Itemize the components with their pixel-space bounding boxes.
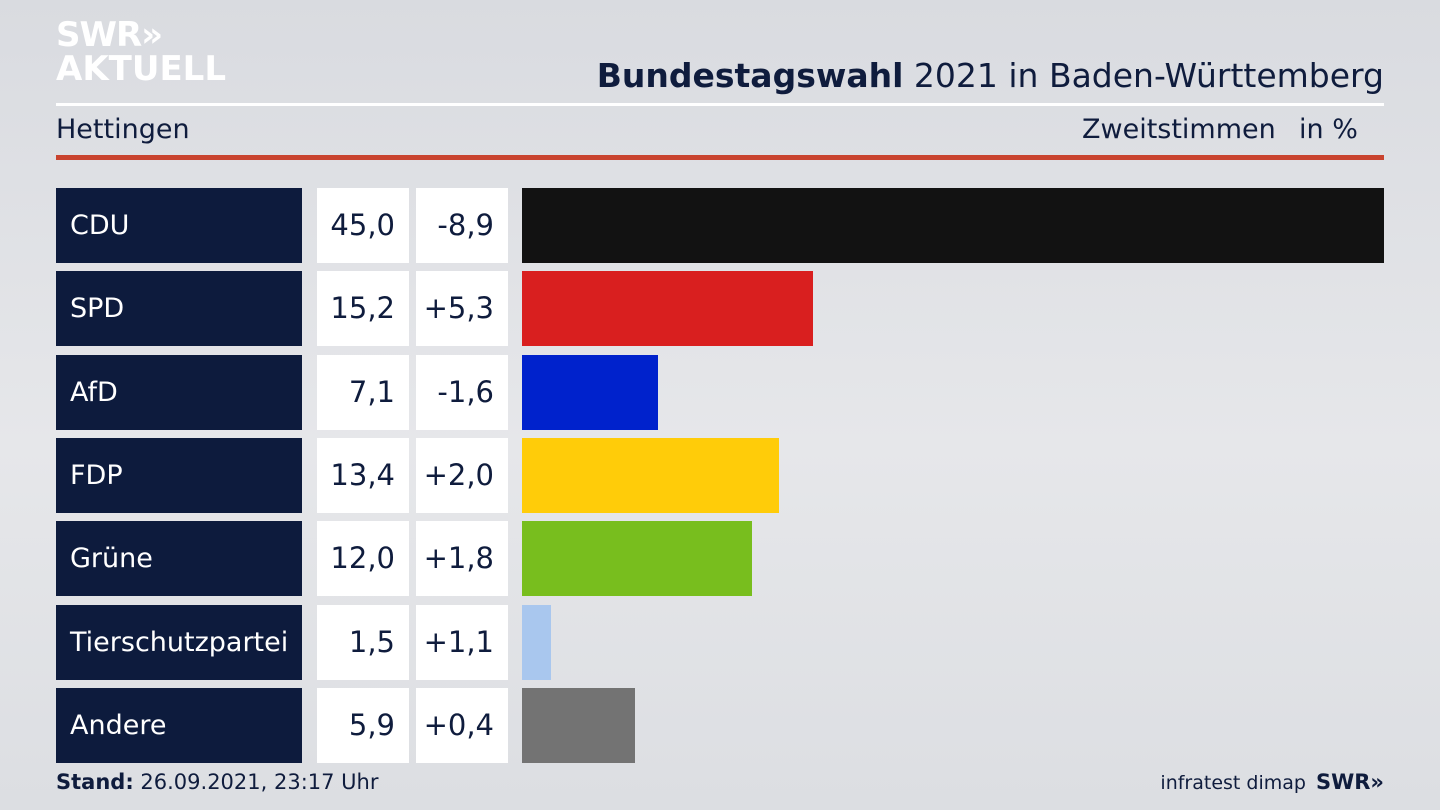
change-label: +2,0 — [416, 437, 508, 513]
title-bold: Bundestagswahl — [596, 56, 904, 95]
change-label: +5,3 — [416, 271, 508, 347]
chart-row: SPD 15,2 +5,3 — [56, 271, 1384, 347]
swr-aktuell-logo: SWR» AKTUELL — [56, 18, 226, 86]
party-label: CDU — [56, 188, 302, 263]
timestamp: Stand: 26.09.2021, 23:17 Uhr — [56, 770, 379, 794]
chart-row: Tierschutzpartei 1,5 +1,1 — [56, 604, 1384, 680]
party-label: SPD — [56, 271, 302, 347]
party-label: FDP — [56, 437, 302, 513]
bar — [522, 604, 551, 680]
value-label: 15,2 — [317, 271, 409, 347]
footer-source: infratest dimap SWR» — [1160, 770, 1384, 794]
party-label: Tierschutzpartei — [56, 604, 302, 680]
value-label: 7,1 — [317, 354, 409, 430]
party-label: AfD — [56, 354, 302, 430]
value-label: 45,0 — [317, 188, 409, 263]
chart-row: CDU 45,0 -8,9 — [56, 188, 1384, 263]
bar — [522, 521, 752, 597]
value-label: 5,9 — [317, 687, 409, 763]
bar — [522, 271, 814, 347]
bar — [522, 687, 635, 763]
unit-label: in % — [1299, 114, 1358, 145]
chart-row: FDP 13,4 +2,0 — [56, 437, 1384, 513]
chart-row: AfD 7,1 -1,6 — [56, 354, 1384, 430]
stand-value: 26.09.2021, 23:17 Uhr — [133, 770, 379, 794]
metric-label: Zweitstimmen — [1082, 114, 1276, 145]
logo-line-2: AKTUELL — [56, 49, 227, 89]
chart-row: Andere 5,9 +0,4 — [56, 687, 1384, 763]
bar — [522, 437, 779, 513]
change-label: +1,1 — [416, 604, 508, 680]
region-label: Hettingen — [56, 114, 190, 145]
value-label: 12,0 — [317, 521, 409, 597]
party-label: Andere — [56, 687, 302, 763]
change-label: +1,8 — [416, 521, 508, 597]
logo-chevron-icon: » — [141, 15, 163, 55]
swr-footer-logo: SWR» — [1315, 770, 1384, 794]
bar — [522, 188, 1384, 263]
page-title: Bundestagswahl 2021 in Baden-Württemberg — [597, 56, 1384, 95]
chart-row: Grüne 12,0 +1,8 — [56, 521, 1384, 597]
party-label: Grüne — [56, 521, 302, 597]
change-label: -1,6 — [416, 354, 508, 430]
logo-line-1: SWR» — [56, 15, 163, 55]
value-label: 13,4 — [317, 437, 409, 513]
source-label: infratest dimap — [1160, 772, 1306, 794]
bar — [522, 354, 658, 430]
title-rest: 2021 in Baden-Württemberg — [903, 56, 1384, 95]
change-label: +0,4 — [416, 687, 508, 763]
stand-label: Stand: — [56, 770, 134, 794]
value-label: 1,5 — [317, 604, 409, 680]
change-label: -8,9 — [416, 188, 508, 263]
header-divider — [56, 103, 1384, 106]
accent-divider — [56, 155, 1384, 160]
